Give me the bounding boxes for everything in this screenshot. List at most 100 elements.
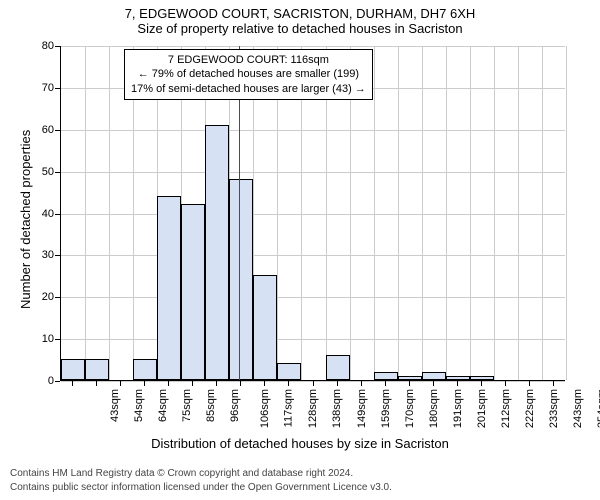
histogram-bar xyxy=(253,275,277,380)
grid-line-vertical xyxy=(542,46,543,380)
y-tick-mark xyxy=(55,88,60,89)
y-tick-label: 20 xyxy=(34,291,54,303)
histogram-bar xyxy=(470,376,494,380)
grid-line-horizontal xyxy=(61,214,565,215)
histogram-bar xyxy=(374,372,398,380)
x-tick-mark xyxy=(72,381,73,386)
histogram-bar xyxy=(61,359,85,380)
y-tick-mark xyxy=(55,214,60,215)
grid-line-horizontal xyxy=(61,130,565,131)
histogram-bar xyxy=(85,359,109,380)
x-tick-mark xyxy=(313,381,314,386)
histogram-bar xyxy=(422,372,446,380)
x-tick-label: 180sqm xyxy=(428,389,440,428)
grid-line-horizontal xyxy=(61,172,565,173)
footer-line-1: Contains HM Land Registry data © Crown c… xyxy=(10,468,353,479)
chart-container: 7, EDGEWOOD COURT, SACRISTON, DURHAM, DH… xyxy=(0,0,600,500)
x-tick-mark xyxy=(264,381,265,386)
x-tick-label: 106sqm xyxy=(259,389,271,428)
x-tick-label: 64sqm xyxy=(157,389,169,422)
x-tick-label: 159sqm xyxy=(380,389,392,428)
grid-line-horizontal xyxy=(61,46,565,47)
histogram-bar xyxy=(326,355,350,380)
x-tick-mark xyxy=(168,381,169,386)
y-tick-mark xyxy=(55,46,60,47)
y-tick-label: 30 xyxy=(34,249,54,261)
x-tick-mark xyxy=(240,381,241,386)
grid-line-vertical xyxy=(374,46,375,380)
info-line-1: 7 EDGEWOOD COURT: 116sqm xyxy=(131,53,366,67)
x-tick-label: 191sqm xyxy=(452,389,464,428)
histogram-bar xyxy=(398,376,422,380)
y-tick-mark xyxy=(55,172,60,173)
grid-line-vertical xyxy=(470,46,471,380)
x-tick-mark xyxy=(529,381,530,386)
y-tick-mark xyxy=(55,255,60,256)
grid-line-vertical xyxy=(446,46,447,380)
x-tick-mark xyxy=(505,381,506,386)
y-tick-label: 40 xyxy=(34,208,54,220)
x-axis-label: Distribution of detached houses by size … xyxy=(0,436,600,451)
x-tick-mark xyxy=(433,381,434,386)
x-tick-label: 54sqm xyxy=(133,389,145,422)
y-tick-label: 0 xyxy=(34,375,54,387)
y-tick-label: 70 xyxy=(34,82,54,94)
x-tick-label: 117sqm xyxy=(283,389,295,427)
grid-line-vertical xyxy=(422,46,423,380)
x-tick-mark xyxy=(361,381,362,386)
x-tick-label: 222sqm xyxy=(524,389,536,428)
histogram-bar xyxy=(181,204,205,380)
grid-line-vertical xyxy=(109,46,110,380)
y-tick-label: 60 xyxy=(34,124,54,136)
x-tick-label: 212sqm xyxy=(500,389,512,428)
grid-line-vertical xyxy=(518,46,519,380)
y-tick-label: 80 xyxy=(34,40,54,52)
grid-line-horizontal xyxy=(61,297,565,298)
x-tick-mark xyxy=(192,381,193,386)
x-tick-label: 149sqm xyxy=(356,389,368,428)
grid-line-horizontal xyxy=(61,255,565,256)
histogram-bar xyxy=(277,363,301,380)
x-tick-mark xyxy=(120,381,121,386)
x-tick-label: 201sqm xyxy=(476,389,488,428)
x-tick-label: 254sqm xyxy=(596,389,600,428)
info-callout-box: 7 EDGEWOOD COURT: 116sqm ← 79% of detach… xyxy=(124,49,373,100)
x-tick-mark xyxy=(409,381,410,386)
histogram-bar xyxy=(157,196,181,380)
y-tick-mark xyxy=(55,130,60,131)
x-tick-mark xyxy=(144,381,145,386)
x-tick-label: 243sqm xyxy=(572,389,584,428)
grid-line-vertical xyxy=(85,46,86,380)
chart-title-line1: 7, EDGEWOOD COURT, SACRISTON, DURHAM, DH… xyxy=(0,0,600,21)
x-tick-mark xyxy=(96,381,97,386)
y-tick-mark xyxy=(55,339,60,340)
x-tick-label: 75sqm xyxy=(181,389,193,422)
x-tick-label: 138sqm xyxy=(332,389,344,428)
info-line-2: ← 79% of detached houses are smaller (19… xyxy=(131,67,366,81)
histogram-bar xyxy=(229,179,253,380)
x-tick-mark xyxy=(481,381,482,386)
footer-line-2: Contains public sector information licen… xyxy=(10,482,392,493)
histogram-bar xyxy=(446,376,470,380)
x-tick-label: 128sqm xyxy=(308,389,320,428)
x-tick-mark xyxy=(337,381,338,386)
x-tick-mark xyxy=(553,381,554,386)
y-axis-label: Number of detached properties xyxy=(18,129,33,308)
x-tick-mark xyxy=(457,381,458,386)
x-tick-label: 43sqm xyxy=(109,389,121,422)
histogram-bar xyxy=(205,125,229,380)
x-tick-mark xyxy=(288,381,289,386)
grid-line-vertical xyxy=(398,46,399,380)
x-tick-label: 85sqm xyxy=(205,389,217,422)
x-tick-label: 170sqm xyxy=(404,389,416,428)
histogram-bar xyxy=(133,359,157,380)
grid-line-vertical xyxy=(566,46,567,380)
chart-title-line2: Size of property relative to detached ho… xyxy=(0,21,600,36)
info-line-3: 17% of semi-detached houses are larger (… xyxy=(131,82,366,96)
x-tick-mark xyxy=(216,381,217,386)
y-tick-mark xyxy=(55,297,60,298)
y-tick-mark xyxy=(55,381,60,382)
x-tick-label: 96sqm xyxy=(229,389,241,422)
x-tick-mark xyxy=(385,381,386,386)
y-tick-label: 10 xyxy=(34,333,54,345)
